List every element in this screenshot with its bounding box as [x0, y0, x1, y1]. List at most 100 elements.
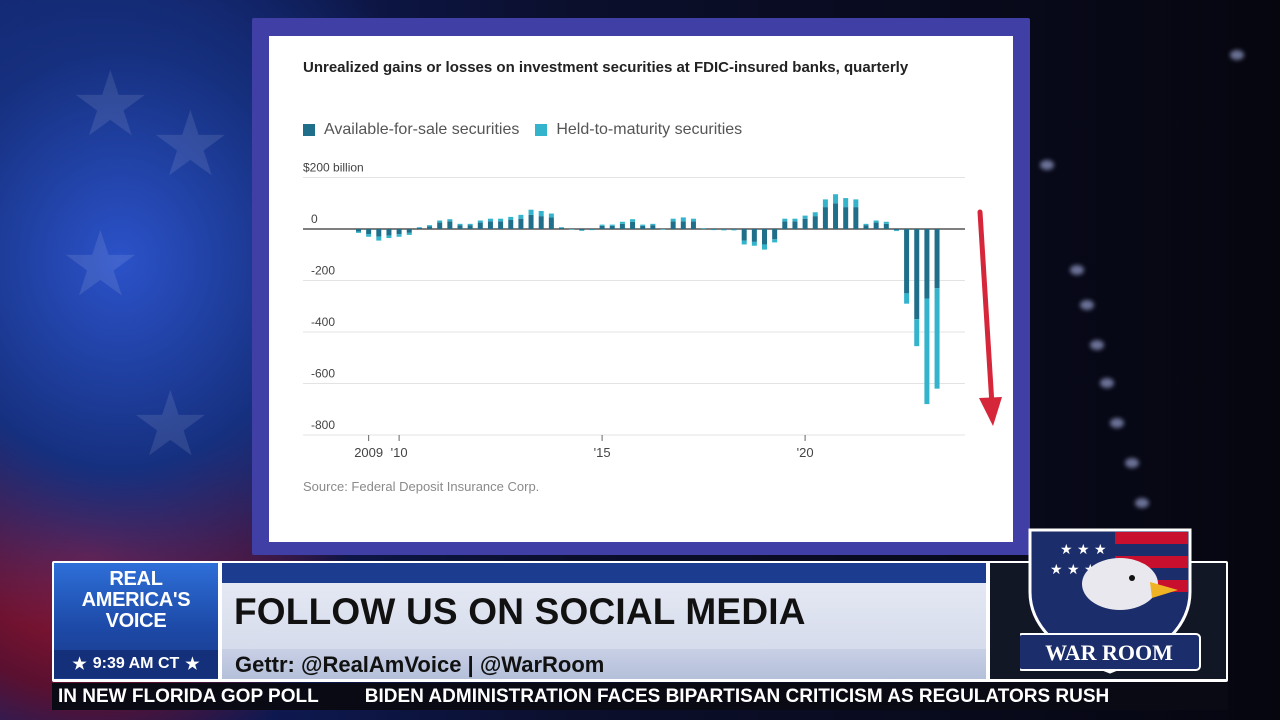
bar-available-for-sale [630, 221, 636, 229]
bar-held-to-maturity [427, 225, 433, 227]
bar-held-to-maturity [396, 234, 402, 237]
channel-name-line3: VOICE [105, 610, 167, 632]
star-icon: ★ [185, 656, 200, 673]
x-tick-label: '20 [797, 445, 814, 460]
bar-available-for-sale [873, 222, 879, 229]
bar-available-for-sale [812, 216, 818, 229]
y-tick-label: -400 [311, 315, 335, 329]
bar-available-for-sale [731, 229, 737, 230]
bar-available-for-sale [934, 229, 940, 289]
bar-held-to-maturity [701, 228, 707, 229]
social-handles: Gettr: @RealAmVoice | @WarRoom [235, 652, 605, 677]
bar-available-for-sale [690, 221, 696, 229]
bar-available-for-sale [670, 221, 676, 229]
bar-held-to-maturity [883, 221, 889, 224]
bar-available-for-sale [721, 229, 727, 230]
bar-available-for-sale [640, 225, 646, 229]
bar-available-for-sale [437, 222, 443, 229]
bar-available-for-sale [559, 227, 564, 229]
bar-held-to-maturity [559, 227, 564, 228]
headline-accent-bar [222, 563, 986, 583]
bar-held-to-maturity [579, 230, 585, 231]
background-star: ★ [70, 55, 151, 155]
bar-available-for-sale [467, 225, 473, 229]
bar-held-to-maturity [376, 236, 382, 241]
clock: ★ 9:39 AM CT ★ [54, 650, 218, 678]
eagle-flag-icon: ★ ★ ★ ★ ★ ★ ★ WAR ROOM [1020, 528, 1201, 674]
bar-available-for-sale [792, 221, 798, 229]
bar-available-for-sale [498, 221, 504, 229]
background-light [1135, 498, 1149, 508]
chart-source: Source: Federal Deposit Insurance Corp. [303, 479, 540, 494]
background-light [1090, 340, 1104, 350]
bar-available-for-sale [802, 218, 808, 229]
bar-held-to-maturity [356, 231, 361, 233]
ticker-item: BIDEN ADMINISTRATION FACES BIPARTISAN CR… [364, 685, 1110, 707]
bar-available-for-sale [599, 225, 605, 229]
bar-available-for-sale [619, 223, 625, 229]
bar-available-for-sale [386, 229, 392, 236]
channel-logo-text: REAL AMERICA'S VOICE [54, 569, 218, 632]
bar-available-for-sale [477, 222, 483, 229]
x-tick-label: '10 [391, 445, 408, 460]
bar-available-for-sale [853, 207, 859, 229]
bar-available-for-sale [538, 216, 544, 229]
bar-available-for-sale [772, 229, 778, 240]
bar-available-for-sale [782, 221, 788, 229]
bar-available-for-sale [833, 203, 839, 229]
bar-available-for-sale [711, 229, 717, 230]
bar-available-for-sale [548, 217, 554, 229]
bar-held-to-maturity [599, 224, 605, 226]
bar-held-to-maturity [366, 234, 372, 237]
bar-available-for-sale [751, 229, 757, 242]
bar-available-for-sale [366, 229, 372, 235]
bar-held-to-maturity [569, 229, 575, 230]
y-tick-label: -600 [311, 367, 335, 381]
bar-held-to-maturity [833, 194, 839, 204]
bar-held-to-maturity [406, 232, 412, 235]
background-star: ★ [150, 95, 231, 195]
channel-name-line1: REAL [109, 568, 163, 590]
bar-held-to-maturity [690, 218, 696, 222]
bar-held-to-maturity [437, 220, 443, 223]
bar-held-to-maturity [904, 293, 910, 304]
bar-held-to-maturity [457, 223, 463, 226]
legend-label-htm: Held-to-maturity securities [556, 121, 743, 138]
bar-held-to-maturity [660, 229, 666, 230]
bar-held-to-maturity [934, 288, 940, 389]
bar-held-to-maturity [416, 227, 422, 228]
bar-available-for-sale [356, 229, 361, 232]
bar-available-for-sale [518, 218, 524, 229]
bar-held-to-maturity [812, 212, 818, 217]
bar-held-to-maturity [589, 229, 595, 231]
channel-logo: REAL AMERICA'S VOICE ★ 9:39 AM CT ★ [54, 563, 218, 679]
bar-held-to-maturity [822, 199, 828, 208]
bar-held-to-maturity [619, 221, 625, 224]
bar-available-for-sale [650, 225, 656, 229]
background-light [1230, 50, 1244, 60]
background-star: ★ [60, 215, 141, 315]
x-tick-label: '15 [594, 445, 611, 460]
bar-held-to-maturity [640, 224, 646, 226]
chart-title: Unrealized gains or losses on investment… [303, 59, 909, 76]
chart-legend: Available-for-sale securities Held-to-ma… [303, 120, 758, 140]
bar-available-for-sale [893, 229, 899, 231]
bar-held-to-maturity [772, 239, 778, 243]
legend-label-afs: Available-for-sale securities [324, 121, 520, 138]
background-light [1080, 300, 1094, 310]
channel-name-line2: AMERICA'S [81, 589, 191, 611]
background-light [1070, 265, 1084, 275]
background-light [1125, 458, 1139, 468]
bar-held-to-maturity [924, 298, 930, 405]
bar-available-for-sale [843, 207, 849, 229]
bar-held-to-maturity [609, 224, 615, 226]
bar-available-for-sale [396, 229, 402, 235]
bar-held-to-maturity [914, 319, 920, 347]
bar-held-to-maturity [487, 218, 493, 222]
bar-held-to-maturity [741, 240, 747, 245]
bar-available-for-sale [528, 214, 534, 229]
bar-available-for-sale [741, 229, 747, 241]
legend-item-afs: Available-for-sale securities [303, 121, 519, 139]
